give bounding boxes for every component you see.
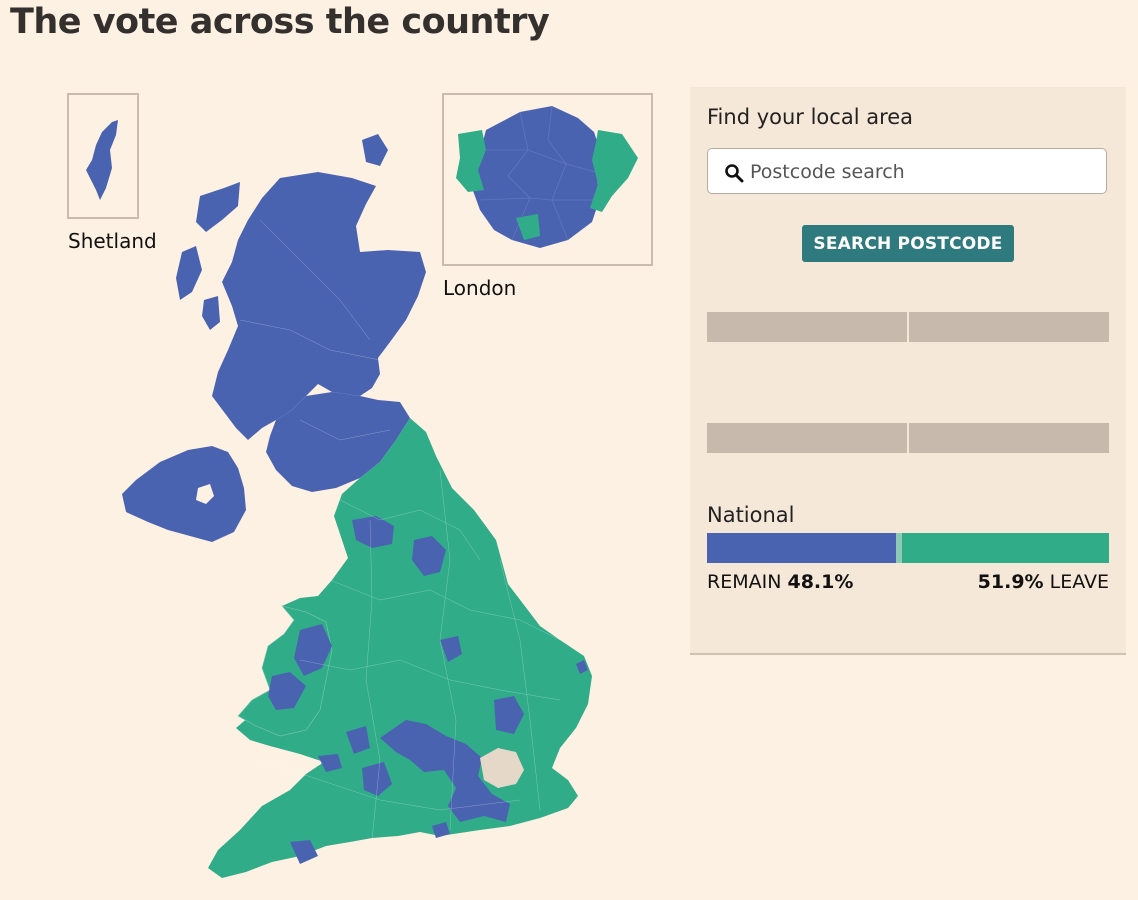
shetland-inset-frame: [67, 93, 139, 219]
national-result-bar: [707, 533, 1109, 563]
national-heading: National: [707, 503, 795, 527]
national-leave-fill: [900, 533, 1109, 563]
shetland-label: Shetland: [68, 229, 157, 253]
london-inset-map[interactable]: [456, 105, 638, 248]
leave-result: 51.9% LEAVE: [978, 571, 1109, 593]
northern-ireland-region[interactable]: [122, 446, 246, 542]
scotland-region[interactable]: [212, 172, 426, 440]
uk-referendum-map[interactable]: [0, 0, 690, 900]
england-leave-region[interactable]: [208, 418, 592, 878]
national-remain-fill: [707, 533, 898, 563]
south-scotland-region[interactable]: [266, 392, 410, 492]
postcode-search-box[interactable]: [707, 148, 1107, 195]
search-postcode-button[interactable]: SEARCH POSTCODE: [802, 225, 1014, 262]
remain-label: REMAIN: [707, 571, 782, 593]
london-label: London: [443, 276, 517, 300]
shetland-region[interactable]: [86, 120, 118, 200]
london-inset-frame: [442, 93, 653, 266]
london-area[interactable]: [480, 748, 524, 788]
search-icon: [725, 164, 744, 183]
local-result-bar-1: [707, 312, 1109, 342]
find-local-area-heading: Find your local area: [707, 105, 914, 129]
page-title: The vote across the country: [10, 2, 550, 42]
remain-percentage: 48.1%: [787, 571, 854, 593]
scotland-islands[interactable]: [176, 134, 388, 330]
leave-percentage: 51.9%: [977, 571, 1044, 593]
local-result-bar-2: [707, 423, 1109, 453]
remain-result: REMAIN 48.1%: [707, 571, 853, 593]
local-area-panel: Find your local area SEARCH POSTCODE Nat…: [690, 87, 1126, 655]
national-midpoint-marker: [896, 533, 902, 563]
postcode-search-input[interactable]: [748, 149, 1102, 195]
remain-areas-england-wales[interactable]: [268, 516, 588, 864]
leave-label: LEAVE: [1049, 571, 1109, 593]
